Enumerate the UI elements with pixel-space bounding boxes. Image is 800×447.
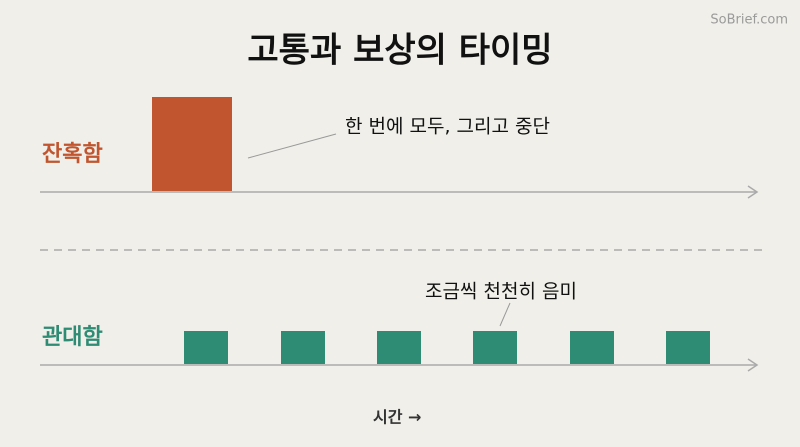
reward-block bbox=[473, 331, 517, 364]
reward-block bbox=[281, 331, 325, 364]
reward-blocks bbox=[184, 331, 710, 364]
annotation: 한 번에 모두, 그리고 중단 bbox=[345, 116, 550, 138]
title: 고통과 보상의 타이밍 bbox=[247, 31, 552, 71]
pain-block bbox=[152, 97, 232, 191]
reward-block bbox=[666, 331, 710, 364]
row-label: 관대함 bbox=[42, 325, 103, 350]
axis-label: 시간 → bbox=[373, 408, 421, 427]
annotation: 조금씩 천천히 음미 bbox=[425, 281, 577, 303]
axis-arrow bbox=[747, 358, 759, 372]
axis-arrow bbox=[747, 185, 759, 199]
watermark: SoBrief.com bbox=[710, 13, 788, 28]
reward-block bbox=[377, 331, 421, 364]
reward-block bbox=[570, 331, 614, 364]
row-label: 잔혹함 bbox=[42, 142, 103, 167]
reward-block bbox=[184, 331, 228, 364]
callout-line bbox=[499, 302, 511, 327]
callout-line bbox=[247, 133, 337, 159]
